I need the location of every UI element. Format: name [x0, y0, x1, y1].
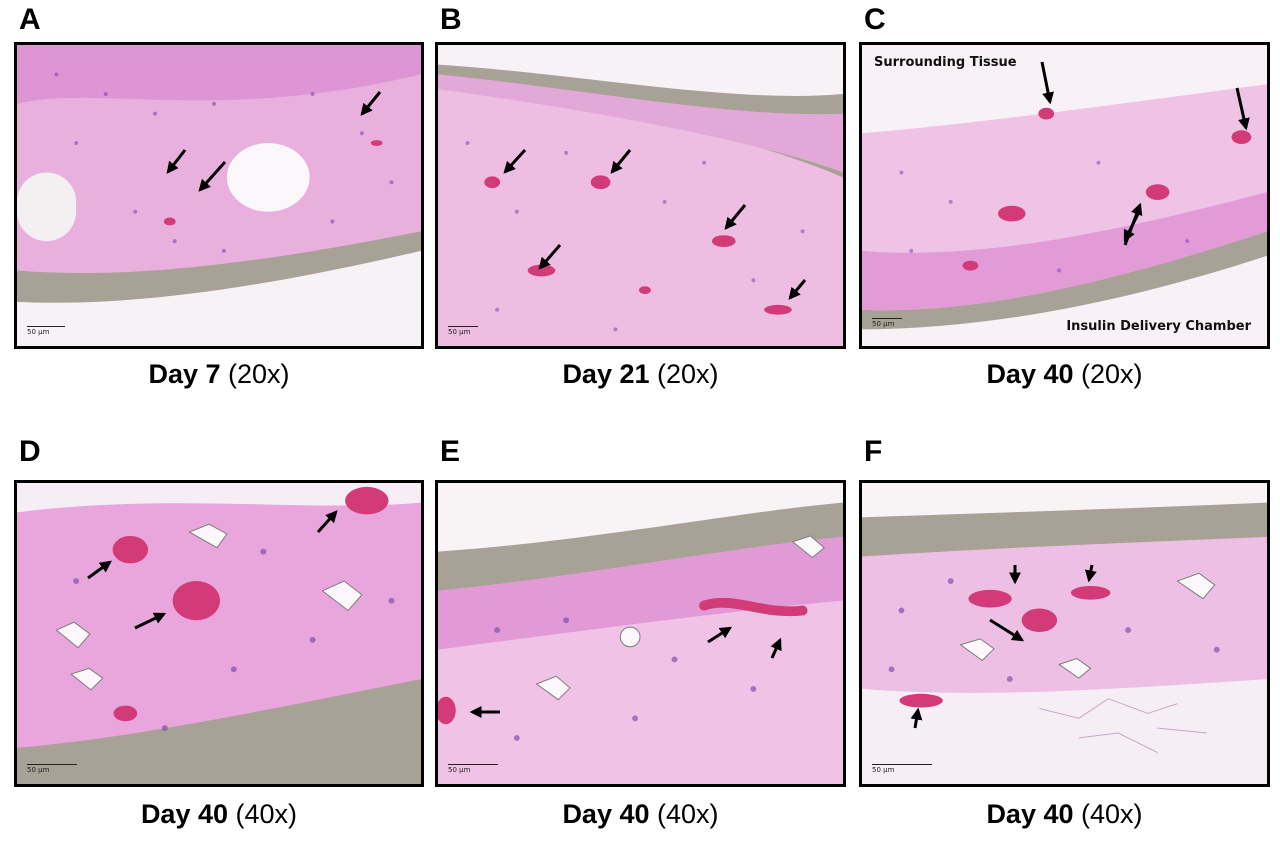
- micrograph-e-image: [438, 483, 843, 784]
- panel-letter-c: C: [864, 3, 886, 36]
- micrograph-d-image: [17, 483, 421, 784]
- caption-e: Day 40 (40x): [562, 799, 719, 829]
- micrograph-b: 50 µm: [435, 42, 846, 349]
- micrograph-f: 50 µm: [859, 480, 1270, 787]
- annotation-insulin-delivery-chamber: Insulin Delivery Chamber: [1066, 319, 1251, 334]
- caption-b: Day 21 (20x): [562, 359, 719, 389]
- scale-bar-d: 50 µm: [27, 764, 77, 774]
- panel-letter-f: F: [864, 435, 883, 468]
- scale-bar-a: 50 µm: [27, 326, 65, 336]
- micrograph-b-image: [438, 45, 843, 346]
- panel-letter-d: D: [19, 435, 41, 468]
- scale-bar-c: 50 µm: [872, 318, 902, 328]
- micrograph-a: 50 µm: [14, 42, 424, 349]
- scale-bar-e: 50 µm: [448, 764, 498, 774]
- panel-letter-a: A: [19, 3, 41, 36]
- annotation-surrounding-tissue: Surrounding Tissue: [874, 55, 1017, 70]
- caption-d: Day 40 (40x): [140, 799, 298, 829]
- micrograph-e: 50 µm: [435, 480, 846, 787]
- scale-bar-f: 50 µm: [872, 764, 932, 774]
- caption-a: Day 7 (20x): [148, 359, 290, 389]
- panel-letter-b: B: [440, 3, 462, 36]
- scale-bar-b: 50 µm: [448, 326, 478, 336]
- panel-letter-e: E: [440, 435, 461, 468]
- micrograph-c: Surrounding Tissue Insulin Delivery Cham…: [859, 42, 1270, 349]
- micrograph-d: 50 µm: [14, 480, 424, 787]
- caption-f: Day 40 (40x): [986, 799, 1143, 829]
- caption-c: Day 40 (20x): [986, 359, 1143, 389]
- micrograph-f-image: [862, 483, 1267, 784]
- micrograph-c-image: [862, 45, 1267, 346]
- micrograph-a-image: [17, 45, 421, 346]
